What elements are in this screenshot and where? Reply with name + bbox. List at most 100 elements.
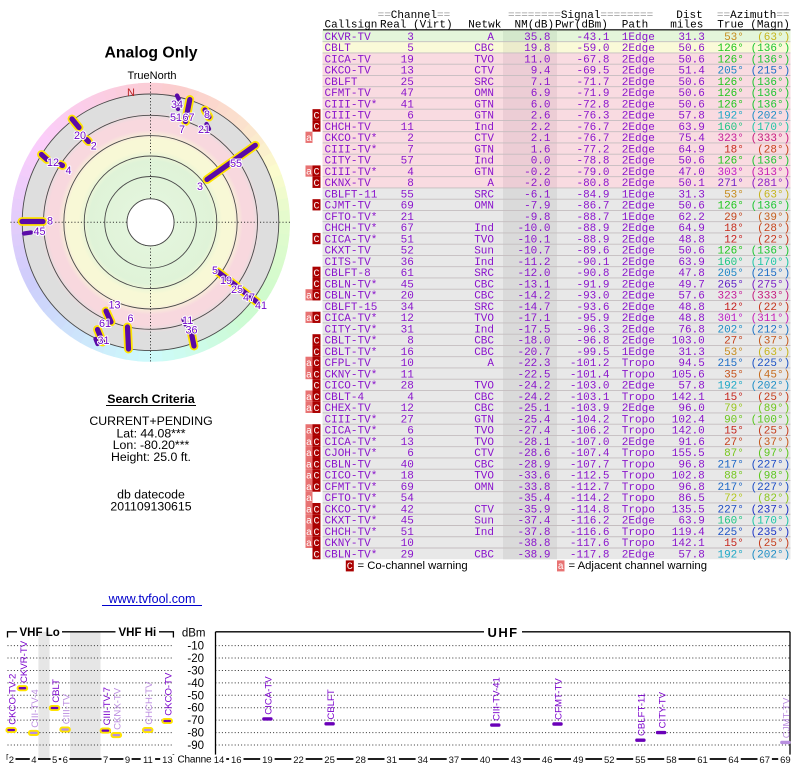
svg-text:CIII-TV-7: CIII-TV-7 — [102, 687, 113, 725]
svg-text:a: a — [306, 314, 312, 325]
svg-text:-20: -20 — [187, 653, 204, 665]
svg-text:67: 67 — [183, 112, 195, 124]
svg-text:a: a — [306, 168, 312, 179]
svg-text:2: 2 — [91, 141, 97, 153]
svg-text:C: C — [313, 111, 319, 122]
svg-text:a: a — [306, 494, 312, 505]
svg-text:CKCO-TV: CKCO-TV — [164, 672, 175, 716]
svg-text:Lat: 44.08***: Lat: 44.08*** — [116, 427, 185, 441]
svg-text:7: 7 — [103, 755, 108, 766]
svg-text:201109130615: 201109130615 — [110, 500, 191, 514]
svg-text:-30: -30 — [187, 666, 204, 678]
svg-text:a: a — [306, 134, 312, 145]
svg-text:55: 55 — [230, 158, 242, 170]
svg-text:UHF: UHF — [488, 625, 519, 640]
svg-text:a: a — [306, 438, 312, 449]
svg-text:20: 20 — [74, 130, 86, 142]
svg-text:C: C — [313, 483, 319, 494]
svg-text:34: 34 — [171, 99, 183, 111]
svg-text:CIII-TV: CIII-TV — [62, 693, 73, 724]
svg-text:-60: -60 — [187, 703, 204, 715]
svg-text:CICA-TV: CICA-TV — [264, 676, 275, 715]
svg-text:a: a — [306, 370, 312, 381]
svg-text:58: 58 — [666, 755, 677, 766]
svg-text:51: 51 — [170, 112, 182, 124]
svg-text:a: a — [306, 359, 312, 370]
svg-text:8: 8 — [204, 109, 210, 121]
svg-text:db datecode: db datecode — [117, 488, 185, 502]
svg-text:CBLFT: CBLFT — [326, 689, 337, 720]
svg-text:a: a — [306, 539, 312, 550]
svg-text:a: a — [306, 404, 312, 415]
svg-text:-80: -80 — [187, 728, 204, 740]
svg-text:-40: -40 — [187, 678, 204, 690]
svg-text:34: 34 — [418, 755, 429, 766]
svg-text:5: 5 — [52, 755, 57, 766]
svg-text:49: 49 — [573, 755, 584, 766]
svg-text:2: 2 — [9, 755, 14, 766]
svg-text:a: a — [306, 427, 312, 438]
svg-text:C: C — [313, 550, 319, 561]
svg-text:C: C — [313, 370, 319, 381]
svg-text:CIII-TV-4: CIII-TV-4 — [30, 689, 41, 728]
svg-text:61: 61 — [697, 755, 708, 766]
svg-text:C: C — [313, 404, 319, 415]
svg-text:C: C — [313, 382, 319, 393]
svg-text:9: 9 — [125, 755, 130, 766]
svg-text:5: 5 — [212, 265, 218, 277]
svg-text:6: 6 — [128, 313, 134, 325]
svg-text:a: a — [558, 562, 564, 573]
svg-text:CBLT: CBLT — [51, 679, 62, 703]
svg-text:True (Magn): True (Magn) — [717, 20, 790, 32]
svg-text:CFMT-TV: CFMT-TV — [554, 678, 565, 720]
svg-text:41: 41 — [255, 300, 267, 312]
svg-text:a: a — [306, 505, 312, 516]
svg-text:Lon: -80.20***: Lon: -80.20*** — [113, 438, 190, 452]
svg-text:Netwk: Netwk — [468, 20, 501, 32]
svg-text:CHCH-TV: CHCH-TV — [144, 681, 155, 725]
svg-text:C: C — [313, 337, 319, 348]
svg-text:46: 46 — [542, 755, 553, 766]
svg-text:Pwr(dBm): Pwr(dBm) — [555, 20, 608, 32]
svg-text:14: 14 — [214, 755, 225, 766]
svg-text:12: 12 — [47, 157, 59, 169]
svg-text:CITY-TV: CITY-TV — [657, 691, 668, 728]
svg-text:C: C — [313, 539, 319, 550]
svg-text:C: C — [313, 438, 319, 449]
svg-text:-50: -50 — [187, 690, 204, 702]
svg-text:CBLFT-11: CBLFT-11 — [637, 693, 648, 736]
svg-text:25: 25 — [231, 284, 243, 296]
svg-text:Channel: Channel — [178, 755, 214, 766]
svg-text:========Signal========: ========Signal======== — [508, 10, 653, 22]
svg-text:C: C — [313, 517, 319, 528]
svg-text:a: a — [306, 393, 312, 404]
svg-text:C: C — [313, 179, 319, 190]
svg-text:13: 13 — [109, 300, 121, 312]
svg-text:C: C — [313, 235, 319, 246]
svg-text:CKNX-TV: CKNX-TV — [113, 687, 124, 730]
svg-text:N: N — [127, 87, 135, 99]
